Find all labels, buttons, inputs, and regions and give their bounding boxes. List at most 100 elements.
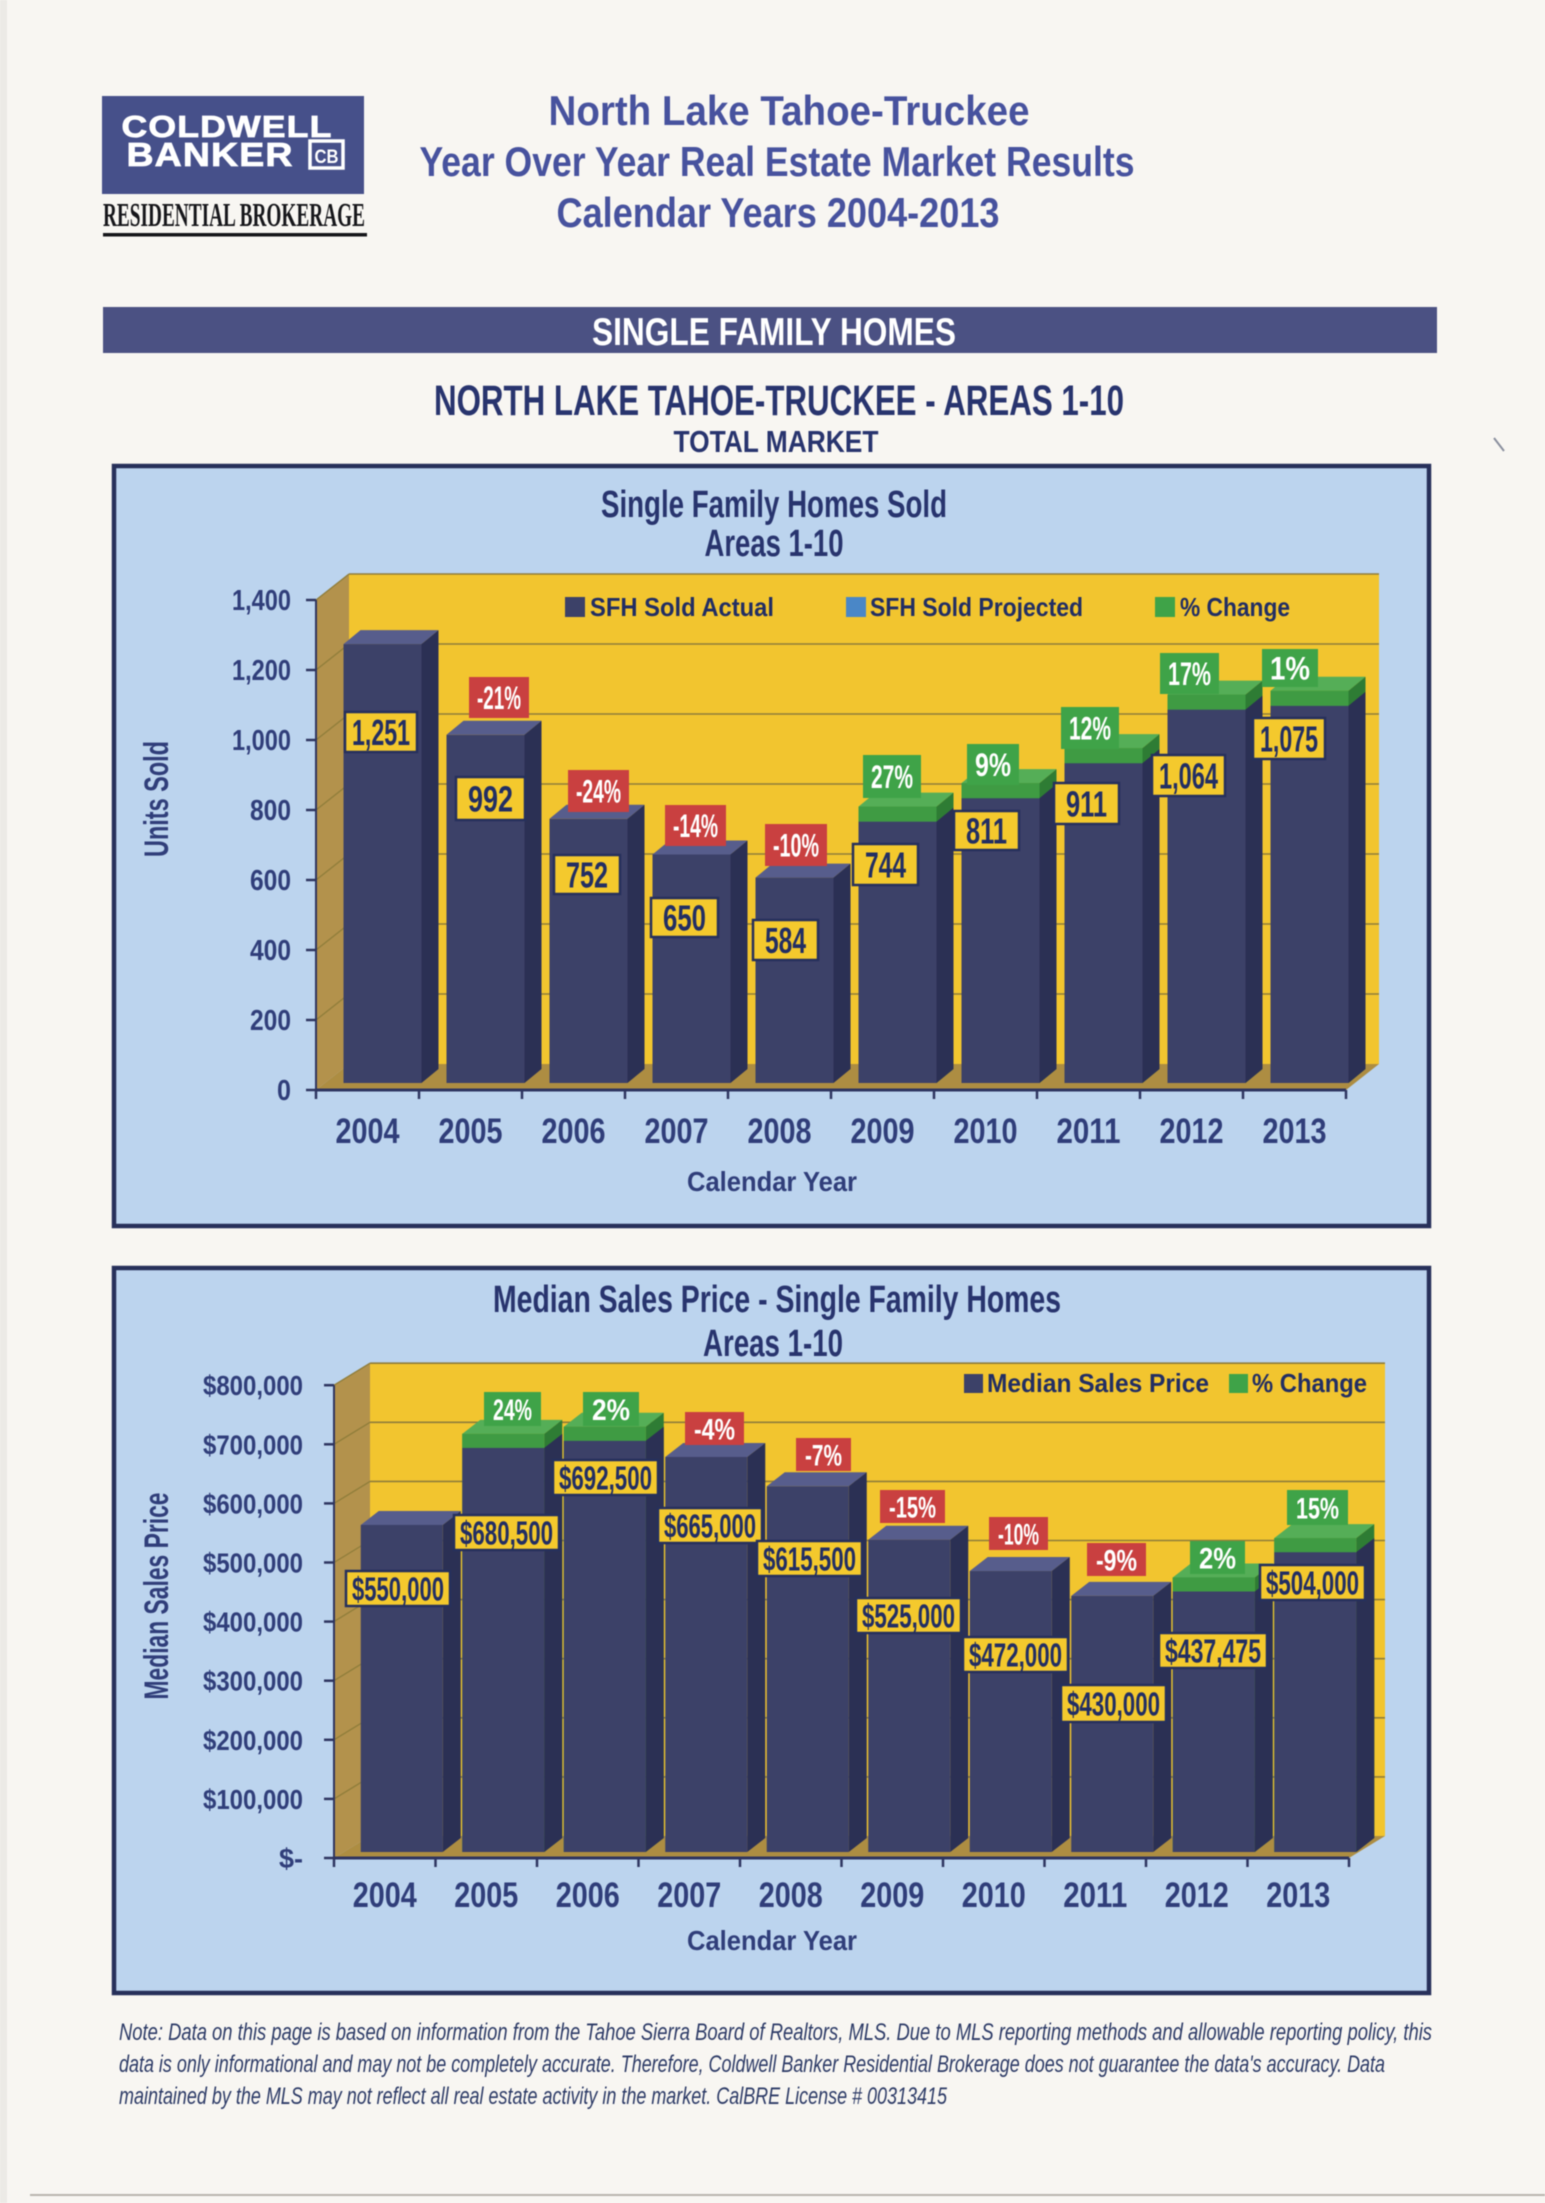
svg-text:2008: 2008 bbox=[759, 1876, 823, 1915]
svg-text:1%: 1% bbox=[1270, 651, 1310, 687]
svg-text:811: 811 bbox=[966, 810, 1007, 851]
svg-text:$665,000: $665,000 bbox=[664, 1507, 756, 1544]
svg-text:$692,500: $692,500 bbox=[559, 1459, 652, 1496]
svg-text:2013: 2013 bbox=[1263, 1112, 1327, 1151]
svg-text:2%: 2% bbox=[592, 1394, 630, 1427]
svg-text:2007: 2007 bbox=[657, 1876, 721, 1915]
svg-text:SINGLE FAMILY HOMES: SINGLE FAMILY HOMES bbox=[592, 311, 956, 354]
svg-text:$525,000: $525,000 bbox=[862, 1597, 955, 1634]
svg-text:$500,000: $500,000 bbox=[203, 1548, 303, 1579]
svg-text:Areas 1-10: Areas 1-10 bbox=[703, 1323, 843, 1365]
svg-text:-14%: -14% bbox=[673, 808, 718, 844]
svg-text:-24%: -24% bbox=[576, 774, 621, 810]
svg-text:-7%: -7% bbox=[805, 1439, 842, 1472]
svg-text:2008: 2008 bbox=[748, 1112, 812, 1151]
svg-text:% Change: % Change bbox=[1180, 592, 1290, 622]
svg-text:$504,000: $504,000 bbox=[1266, 1564, 1359, 1601]
svg-text:$300,000: $300,000 bbox=[203, 1666, 303, 1697]
svg-text:200: 200 bbox=[250, 1005, 291, 1037]
svg-text:2009: 2009 bbox=[851, 1112, 915, 1151]
svg-text:$200,000: $200,000 bbox=[203, 1725, 303, 1756]
svg-text:-9%: -9% bbox=[1096, 1544, 1137, 1577]
svg-text:2005: 2005 bbox=[454, 1876, 518, 1915]
svg-text:752: 752 bbox=[566, 854, 608, 895]
svg-text:911: 911 bbox=[1066, 783, 1107, 824]
svg-text:$615,500: $615,500 bbox=[763, 1540, 856, 1577]
svg-text:0: 0 bbox=[277, 1075, 291, 1107]
svg-text:$400,000: $400,000 bbox=[203, 1607, 303, 1638]
svg-text:-10%: -10% bbox=[773, 828, 819, 864]
svg-text:2007: 2007 bbox=[645, 1112, 709, 1151]
svg-text:650: 650 bbox=[663, 897, 706, 938]
svg-text:24%: 24% bbox=[493, 1394, 532, 1427]
svg-text:2005: 2005 bbox=[439, 1112, 503, 1151]
svg-text:TOTAL MARKET: TOTAL MARKET bbox=[674, 424, 879, 459]
svg-text:Median Sales Price: Median Sales Price bbox=[987, 1368, 1209, 1398]
svg-text:-10%: -10% bbox=[998, 1518, 1039, 1551]
svg-text:Year Over Year Real Estate Mar: Year Over Year Real Estate Market Result… bbox=[420, 138, 1135, 185]
svg-text:2012: 2012 bbox=[1160, 1112, 1224, 1151]
svg-text:2006: 2006 bbox=[542, 1112, 606, 1151]
svg-text:600: 600 bbox=[250, 865, 291, 897]
svg-text:Note: Data on this page is bas: Note: Data on this page is based on info… bbox=[119, 2019, 1432, 2046]
svg-text:$100,000: $100,000 bbox=[203, 1784, 303, 1815]
svg-text:$-: $- bbox=[279, 1843, 303, 1874]
svg-text:12%: 12% bbox=[1069, 711, 1111, 747]
svg-text:$700,000: $700,000 bbox=[203, 1429, 303, 1460]
svg-text:1,251: 1,251 bbox=[352, 712, 410, 753]
svg-text:2009: 2009 bbox=[860, 1876, 924, 1915]
svg-text:1,400: 1,400 bbox=[232, 585, 291, 617]
svg-text:North Lake Tahoe-Truckee: North Lake Tahoe-Truckee bbox=[549, 87, 1030, 134]
svg-text:9%: 9% bbox=[975, 747, 1011, 783]
svg-text:COLDWELL: COLDWELL bbox=[122, 109, 333, 144]
svg-text:2010: 2010 bbox=[962, 1876, 1026, 1915]
svg-text:2011: 2011 bbox=[1057, 1112, 1121, 1151]
svg-text:$430,000: $430,000 bbox=[1067, 1685, 1160, 1722]
svg-text:584: 584 bbox=[765, 920, 806, 961]
svg-text:744: 744 bbox=[865, 844, 906, 885]
svg-text:Calendar Year: Calendar Year bbox=[687, 1166, 857, 1197]
svg-text:2004: 2004 bbox=[336, 1112, 400, 1151]
svg-text:2011: 2011 bbox=[1063, 1876, 1127, 1915]
svg-text:SFH Sold Projected: SFH Sold Projected bbox=[870, 592, 1083, 622]
svg-text:2010: 2010 bbox=[954, 1112, 1018, 1151]
svg-text:992: 992 bbox=[468, 778, 513, 819]
svg-text:$437,475: $437,475 bbox=[1165, 1632, 1261, 1669]
svg-text:-21%: -21% bbox=[477, 680, 521, 716]
svg-text:-15%: -15% bbox=[889, 1491, 936, 1524]
svg-text:Calendar Year: Calendar Year bbox=[687, 1925, 857, 1956]
svg-text:15%: 15% bbox=[1296, 1492, 1339, 1525]
svg-text:1,075: 1,075 bbox=[1260, 718, 1318, 759]
svg-text:1,200: 1,200 bbox=[232, 655, 291, 687]
svg-text:NORTH LAKE TAHOE-TRUCKEE - ARE: NORTH LAKE TAHOE-TRUCKEE - AREAS 1-10 bbox=[434, 377, 1124, 425]
svg-text:2013: 2013 bbox=[1266, 1876, 1330, 1915]
svg-text:2012: 2012 bbox=[1165, 1876, 1229, 1915]
svg-text:CB: CB bbox=[315, 147, 339, 168]
svg-text:Median Sales Price: Median Sales Price bbox=[138, 1493, 176, 1700]
svg-text:-4%: -4% bbox=[694, 1413, 735, 1446]
svg-text:data is only informational and: data is only informational and may not b… bbox=[119, 2051, 1385, 2078]
svg-text:Single Family Homes Sold: Single Family Homes Sold bbox=[601, 484, 947, 526]
svg-text:Median Sales Price - Single Fa: Median Sales Price - Single Family Homes bbox=[493, 1279, 1061, 1321]
svg-text:2004: 2004 bbox=[353, 1876, 417, 1915]
svg-text:$472,000: $472,000 bbox=[969, 1636, 1062, 1673]
svg-text:1,000: 1,000 bbox=[232, 725, 291, 757]
svg-text:2006: 2006 bbox=[556, 1876, 620, 1915]
svg-text:17%: 17% bbox=[1168, 656, 1211, 692]
svg-text:27%: 27% bbox=[871, 759, 913, 795]
svg-text:SFH Sold Actual: SFH Sold Actual bbox=[590, 592, 774, 622]
svg-text:RESIDENTIAL BROKERAGE: RESIDENTIAL BROKERAGE bbox=[103, 197, 365, 234]
svg-text:$550,000: $550,000 bbox=[352, 1570, 444, 1607]
svg-text:2%: 2% bbox=[1199, 1542, 1236, 1575]
svg-text:Areas 1-10: Areas 1-10 bbox=[705, 523, 844, 565]
svg-text:$800,000: $800,000 bbox=[203, 1370, 303, 1401]
svg-text:BANKER: BANKER bbox=[127, 136, 294, 173]
svg-text:$680,500: $680,500 bbox=[460, 1514, 553, 1551]
svg-text:$600,000: $600,000 bbox=[203, 1488, 303, 1519]
svg-text:Units Sold: Units Sold bbox=[138, 741, 176, 857]
svg-text:1,064: 1,064 bbox=[1159, 755, 1218, 796]
svg-text:maintained by the MLS may not: maintained by the MLS may not reflect al… bbox=[119, 2083, 947, 2110]
svg-text:% Change: % Change bbox=[1252, 1368, 1367, 1398]
svg-text:400: 400 bbox=[250, 935, 291, 967]
svg-text:800: 800 bbox=[250, 795, 291, 827]
